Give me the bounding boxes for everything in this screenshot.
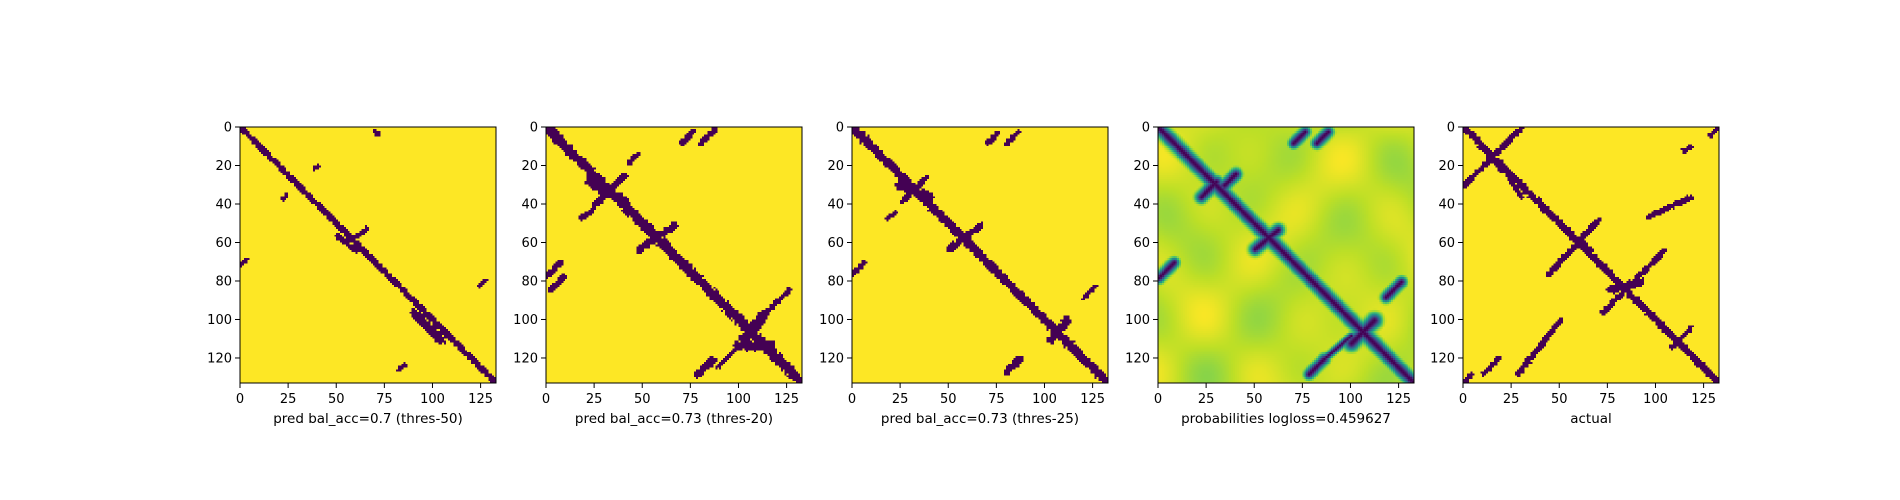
x-tick-label: 125 [774,392,799,407]
x-tick-label: 50 [1551,392,1568,407]
y-tick-label: 100 [1430,313,1455,328]
y-tick-label: 20 [827,159,844,174]
x-tick-label: 0 [542,392,550,407]
x-tick-label: 75 [682,392,699,407]
x-tick-label: 100 [1338,392,1363,407]
y-tick-label: 80 [1438,274,1455,289]
heatmap-image [1463,127,1719,383]
heatmap-panel-3: 0 25 50 75 100 125 0 20 40 60 80 100 120 pred bal_acc… [819,121,1109,427]
y-tick-label: 0 [224,121,232,136]
x-axis-label: actual [1570,411,1612,427]
y-tick-label: 0 [836,121,844,136]
x-tick-label: 25 [892,392,909,407]
x-tick-label: 0 [1154,392,1162,407]
y-tick-label: 0 [1447,121,1455,136]
y-tick-label: 0 [530,121,538,136]
x-tick-label: 100 [1032,392,1057,407]
y-tick-label: 100 [513,313,538,328]
y-tick-label: 80 [215,274,232,289]
x-axis-label: pred bal_acc=0.73 (thres-25) [881,411,1079,427]
x-tick-label: 125 [1386,392,1411,407]
x-tick-label: 75 [1294,392,1311,407]
x-axis-label: pred bal_acc=0.73 (thres-20) [575,411,773,427]
y-tick-label: 40 [521,197,538,212]
heatmap-panel-2: 0 25 50 75 100 125 0 20 40 60 80 100 120 pred bal_acc… [513,121,803,427]
y-tick-label: 20 [1133,159,1150,174]
x-tick-label: 100 [726,392,751,407]
y-tick-label: 60 [827,236,844,251]
x-tick-label: 50 [1246,392,1263,407]
heatmap-panel-5: 0 25 50 75 100 125 0 20 40 60 80 100 120 actual [1430,121,1720,427]
y-tick-label: 20 [1438,159,1455,174]
x-tick-label: 25 [1503,392,1520,407]
x-tick-label: 50 [940,392,957,407]
y-tick-label: 120 [1430,351,1455,366]
y-tick-label: 20 [215,159,232,174]
y-tick-label: 60 [521,236,538,251]
y-tick-label: 100 [1125,313,1150,328]
y-tick-label: 100 [207,313,232,328]
y-tick-label: 80 [827,274,844,289]
x-tick-label: 25 [280,392,297,407]
heatmap-image [852,127,1108,383]
x-tick-label: 0 [848,392,856,407]
x-tick-label: 125 [1691,392,1716,407]
y-tick-label: 120 [513,351,538,366]
x-tick-label: 25 [1198,392,1215,407]
x-axis-label: pred bal_acc=0.7 (thres-50) [273,411,463,427]
y-tick-label: 20 [521,159,538,174]
heatmap-image [240,127,496,383]
axes-frame [239,126,497,384]
x-axis-label: probabilities logloss=0.459627 [1181,411,1391,427]
x-tick-label: 0 [236,392,244,407]
axes-frame [1462,126,1720,384]
x-tick-label: 100 [1643,392,1668,407]
x-tick-label: 125 [1080,392,1105,407]
heatmap-panel-4: 0 25 50 75 100 125 0 20 40 60 80 100 120 probabilitie… [1125,121,1415,427]
y-tick-label: 40 [1438,197,1455,212]
y-tick-label: 40 [827,197,844,212]
y-tick-label: 80 [1133,274,1150,289]
heatmap-panel-1: 0 25 50 75 100 125 0 20 40 60 80 100 120 pred bal_acc… [207,121,497,427]
y-tick-label: 40 [1133,197,1150,212]
x-tick-label: 125 [468,392,493,407]
y-tick-label: 0 [1142,121,1150,136]
y-tick-label: 60 [1438,236,1455,251]
y-tick-label: 40 [215,197,232,212]
x-tick-label: 75 [376,392,393,407]
y-tick-label: 60 [1133,236,1150,251]
x-tick-label: 100 [420,392,445,407]
heatmap-image [1158,127,1414,383]
x-tick-label: 25 [586,392,603,407]
y-tick-label: 80 [521,274,538,289]
x-tick-label: 0 [1459,392,1467,407]
axes-frame [1157,126,1415,384]
axes-frame [851,126,1109,384]
y-tick-label: 60 [215,236,232,251]
axes-frame [545,126,803,384]
x-tick-label: 50 [634,392,651,407]
y-tick-label: 120 [207,351,232,366]
x-tick-label: 75 [1599,392,1616,407]
x-tick-label: 50 [328,392,345,407]
x-tick-label: 75 [988,392,1005,407]
y-tick-label: 100 [819,313,844,328]
heatmap-image [546,127,802,383]
y-tick-label: 120 [819,351,844,366]
y-tick-label: 120 [1125,351,1150,366]
